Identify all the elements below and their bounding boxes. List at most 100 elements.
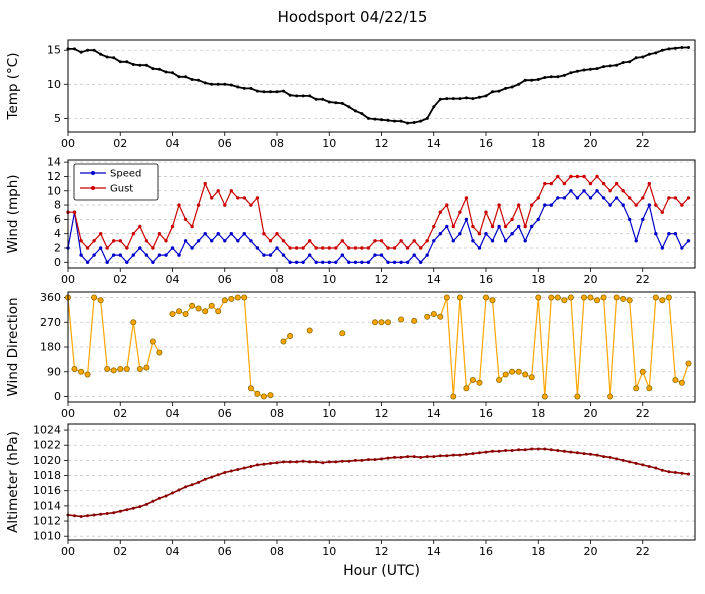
- data-marker: [523, 239, 527, 243]
- data-marker: [249, 86, 253, 90]
- data-marker: [380, 457, 383, 461]
- data-marker: [125, 508, 129, 512]
- y-tick-label: 15: [47, 44, 61, 57]
- y-axis-label-wind-direction: Wind Direction: [5, 297, 21, 397]
- data-marker: [477, 246, 482, 250]
- data-marker: [170, 224, 175, 229]
- data-marker: [673, 196, 678, 200]
- y-tick-label: 270: [40, 316, 61, 329]
- data-marker: [445, 203, 449, 207]
- data-marker: [164, 253, 168, 257]
- x-tick-label: 16: [479, 545, 493, 558]
- data-marker: [641, 55, 645, 59]
- data-marker: [469, 376, 476, 383]
- y-tick-label: 12: [47, 170, 61, 183]
- data-marker: [308, 239, 312, 243]
- x-tick-label: 12: [375, 137, 389, 150]
- data-marker: [582, 189, 586, 193]
- data-marker: [667, 470, 671, 474]
- x-tick-label: 16: [479, 273, 493, 286]
- data-marker: [210, 239, 214, 243]
- data-marker: [177, 253, 181, 257]
- data-marker: [314, 246, 318, 250]
- data-marker: [621, 458, 625, 462]
- data-marker: [581, 294, 588, 301]
- data-marker: [203, 81, 207, 85]
- data-marker: [541, 393, 548, 400]
- x-tick-label: 18: [531, 273, 545, 286]
- data-marker: [215, 308, 222, 315]
- data-marker: [339, 330, 346, 337]
- y-axis-label-wind: Wind (mph): [5, 174, 21, 254]
- data-marker: [575, 196, 580, 200]
- data-marker: [451, 239, 455, 243]
- data-marker: [543, 76, 547, 79]
- data-marker: [451, 453, 455, 457]
- data-marker: [595, 189, 599, 193]
- data-marker: [72, 210, 77, 214]
- x-tick-label: 10: [322, 545, 336, 558]
- data-marker: [327, 246, 331, 250]
- x-tick-label: 08: [270, 137, 284, 150]
- data-marker: [556, 449, 560, 452]
- x-axis-label: Hour (UTC): [343, 563, 420, 579]
- data-marker: [189, 302, 196, 309]
- data-marker: [216, 473, 220, 477]
- data-marker: [478, 451, 481, 455]
- data-marker: [621, 61, 625, 64]
- data-marker: [223, 82, 227, 86]
- data-marker: [386, 246, 390, 250]
- y-tick-label: 0: [54, 256, 61, 269]
- data-marker: [112, 253, 116, 257]
- data-marker: [112, 239, 116, 243]
- data-marker: [464, 96, 468, 100]
- data-marker: [110, 367, 117, 374]
- data-marker: [628, 60, 632, 64]
- data-marker: [443, 294, 450, 301]
- data-marker: [334, 101, 338, 105]
- data-marker: [406, 455, 410, 459]
- data-marker: [607, 393, 614, 400]
- data-marker: [340, 101, 344, 105]
- data-marker: [438, 210, 442, 214]
- data-marker: [210, 475, 214, 479]
- data-marker: [223, 239, 227, 243]
- data-marker: [384, 319, 391, 326]
- x-tick-label: 00: [61, 545, 75, 558]
- data-marker: [556, 75, 560, 79]
- data-marker: [399, 119, 403, 123]
- data-marker: [647, 181, 651, 186]
- data-marker: [641, 217, 645, 222]
- data-marker: [432, 224, 436, 229]
- data-marker: [353, 246, 358, 250]
- data-marker: [118, 509, 122, 513]
- data-marker: [393, 455, 397, 459]
- data-marker: [104, 365, 111, 372]
- data-marker: [613, 294, 620, 301]
- data-marker: [197, 480, 201, 484]
- x-tick-label: 20: [584, 545, 598, 558]
- data-marker: [144, 63, 148, 67]
- data-marker: [497, 449, 501, 453]
- altimeter-altimeter-line: [67, 448, 689, 518]
- wind-speed-line: [67, 189, 689, 264]
- data-marker: [569, 189, 573, 193]
- data-marker: [504, 449, 508, 452]
- data-marker: [522, 371, 529, 378]
- data-marker: [229, 189, 233, 193]
- data-marker: [445, 224, 449, 229]
- data-marker: [73, 47, 76, 51]
- data-marker: [301, 260, 305, 264]
- data-marker: [556, 174, 560, 179]
- data-marker: [536, 78, 540, 81]
- data-marker: [484, 210, 488, 214]
- data-marker: [288, 246, 292, 250]
- data-marker: [92, 239, 96, 243]
- data-marker: [471, 239, 475, 243]
- data-marker: [255, 246, 260, 250]
- data-marker: [437, 313, 444, 320]
- data-marker: [399, 239, 403, 243]
- data-marker: [360, 112, 364, 116]
- data-marker: [680, 203, 684, 207]
- data-marker: [574, 393, 581, 400]
